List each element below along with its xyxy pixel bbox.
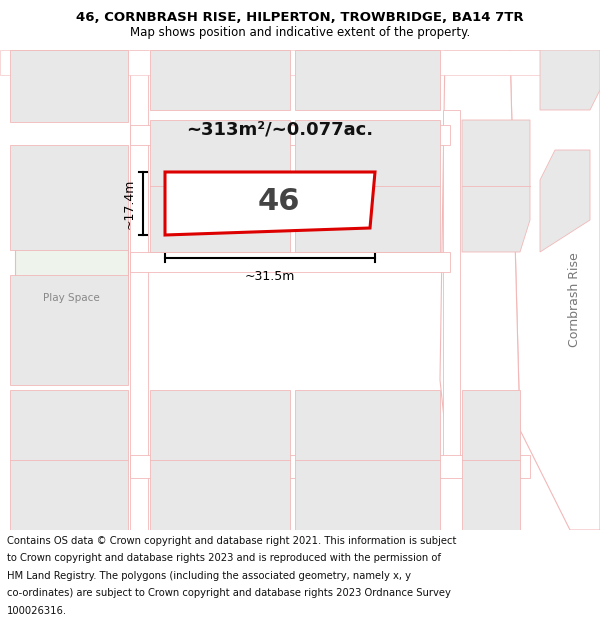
Polygon shape <box>150 120 290 252</box>
Polygon shape <box>10 145 128 250</box>
Polygon shape <box>540 150 590 252</box>
Polygon shape <box>165 172 375 235</box>
Polygon shape <box>130 455 530 478</box>
Polygon shape <box>10 275 128 385</box>
Polygon shape <box>10 390 128 530</box>
Text: Cornbrash Rise: Cornbrash Rise <box>569 253 581 348</box>
Polygon shape <box>295 120 440 252</box>
Polygon shape <box>130 125 450 145</box>
Polygon shape <box>462 120 530 252</box>
Text: 46, CORNBRASH RISE, HILPERTON, TROWBRIDGE, BA14 7TR: 46, CORNBRASH RISE, HILPERTON, TROWBRIDG… <box>76 11 524 24</box>
Polygon shape <box>295 50 440 110</box>
Polygon shape <box>150 390 290 530</box>
Polygon shape <box>0 50 600 75</box>
Text: 100026316.: 100026316. <box>7 606 67 616</box>
Polygon shape <box>295 390 440 530</box>
Text: ~17.4m: ~17.4m <box>123 178 136 229</box>
Text: Contains OS data © Crown copyright and database right 2021. This information is : Contains OS data © Crown copyright and d… <box>7 536 457 546</box>
Polygon shape <box>10 50 128 122</box>
Text: Map shows position and indicative extent of the property.: Map shows position and indicative extent… <box>130 26 470 39</box>
Polygon shape <box>443 110 460 475</box>
Text: co-ordinates) are subject to Crown copyright and database rights 2023 Ordnance S: co-ordinates) are subject to Crown copyr… <box>7 588 451 598</box>
Text: 46: 46 <box>257 188 300 216</box>
Text: HM Land Registry. The polygons (including the associated geometry, namely x, y: HM Land Registry. The polygons (includin… <box>7 571 411 581</box>
Polygon shape <box>130 252 450 272</box>
Text: ~313m²/~0.077ac.: ~313m²/~0.077ac. <box>187 121 374 139</box>
Polygon shape <box>462 390 520 530</box>
Text: to Crown copyright and database rights 2023 and is reproduced with the permissio: to Crown copyright and database rights 2… <box>7 553 441 563</box>
Text: Play Space: Play Space <box>43 293 100 303</box>
Polygon shape <box>15 225 128 370</box>
Polygon shape <box>130 50 148 530</box>
Polygon shape <box>150 50 290 110</box>
Polygon shape <box>540 50 600 110</box>
Polygon shape <box>440 50 520 475</box>
Text: ~31.5m: ~31.5m <box>245 270 295 283</box>
Polygon shape <box>510 50 600 530</box>
